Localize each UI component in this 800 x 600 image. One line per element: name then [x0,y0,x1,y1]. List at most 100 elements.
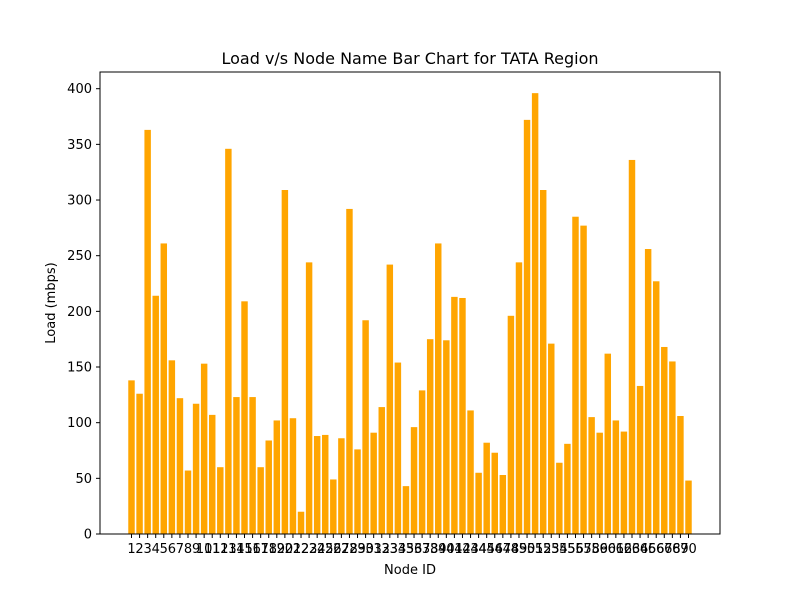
bar-4 [152,295,159,534]
x-tick-label: 29 [349,542,366,557]
bar-53 [548,343,555,534]
x-tick-label: 19 [269,542,286,557]
x-axis-label: Node ID [384,563,436,578]
x-tick-label: 32 [373,542,390,557]
x-tick-label: 45 [478,542,495,557]
bar-28 [346,208,353,534]
x-axis: 1 2 3 4 5 6 7 8 91011121314151617181920212223242… [127,534,697,557]
bar-23 [305,262,313,534]
bar-34 [394,362,402,534]
x-tick-label: 63 [624,542,641,557]
bar-47 [499,475,507,534]
x-tick-label: 7 [176,542,184,557]
x-tick-label: 17 [252,542,269,557]
bar-46 [491,452,498,534]
bar-26 [330,479,337,534]
bar-2 [136,393,143,534]
x-tick-label: 50 [519,542,536,557]
bar-25 [322,434,329,534]
bar-58 [588,417,595,534]
y-tick-label: 0 [84,528,92,543]
bar-20 [281,190,289,534]
bar-66 [652,281,660,534]
x-tick-label: 57 [575,542,592,557]
bar-61 [612,420,620,534]
x-tick-label: 1 [127,542,135,557]
x-tick-label: 56 [567,542,584,557]
x-tick-label: 13 [220,542,237,557]
x-tick-label: 4 [152,542,160,557]
x-tick-label: 27 [333,542,350,557]
bar-55 [564,443,571,534]
bar-68 [669,361,676,534]
bar-37 [418,390,426,534]
bar-29 [354,449,361,534]
bar-70 [685,480,692,534]
bar-16 [249,397,256,534]
x-tick-label: 31 [365,542,382,557]
bars-group [128,93,692,535]
y-tick-label: 250 [67,249,92,264]
x-tick-label: 70 [680,542,697,557]
chart-title: Load v/s Node Name Bar Chart for TATA Re… [221,49,598,68]
bar-44 [475,472,482,534]
bar-10 [200,363,208,534]
bar-69 [677,416,684,534]
x-tick-label: 23 [301,542,318,557]
x-tick-label: 14 [228,542,245,557]
bar-67 [661,346,668,534]
bar-14 [233,397,240,534]
bar-41 [451,296,458,534]
x-tick-label: 47 [495,542,512,557]
x-tick-label: 53 [543,542,560,557]
x-tick-label: 8 [184,542,192,557]
bar-21 [289,418,297,534]
x-tick-label: 64 [632,542,649,557]
bar-35 [402,486,410,534]
x-tick-label: 18 [260,542,277,557]
bar-8 [184,470,192,534]
x-tick-label: 41 [446,542,463,557]
bar-9 [192,403,200,534]
x-tick-label: 55 [559,542,576,557]
x-tick-label: 44 [470,542,487,557]
x-tick-label: 60 [600,542,617,557]
bar-19 [273,420,281,534]
y-axis-label: Load (mbps) [44,262,59,343]
x-tick-label: 21 [285,542,302,557]
bar-57 [580,225,587,534]
x-tick-label: 62 [616,542,633,557]
x-tick-label: 37 [414,542,431,557]
x-tick-label: 40 [438,542,455,557]
bar-30 [362,320,369,534]
bar-33 [386,264,394,534]
x-tick-label: 54 [551,542,568,557]
x-tick-label: 22 [293,542,310,557]
y-axis: 0 50 100 150 200 250 300 350 400 [67,82,100,543]
x-tick-label: 52 [535,542,552,557]
x-tick-label: 6 [168,542,176,557]
bar-31 [370,432,377,534]
y-tick-label: 150 [67,361,92,376]
bar-3 [144,129,151,534]
x-tick-label: 30 [357,542,374,557]
bar-40 [443,340,450,534]
bar-39 [435,243,442,534]
bar-49 [515,262,523,534]
bar-22 [297,511,305,534]
y-tick-label: 350 [67,138,92,153]
x-tick-label: 61 [608,542,625,557]
bar-56 [572,216,579,534]
x-tick-label: 35 [398,542,415,557]
bar-24 [313,436,321,534]
x-tick-label: 11 [204,542,221,557]
bar-17 [257,467,264,534]
bar-64 [636,385,644,534]
x-tick-label: 24 [309,542,326,557]
bar-45 [483,442,490,534]
x-tick-label: 58 [583,542,600,557]
x-tick-label: 2 [135,542,143,557]
y-tick-label: 50 [75,472,92,487]
x-tick-label: 43 [462,542,479,557]
bar-51 [531,93,539,535]
